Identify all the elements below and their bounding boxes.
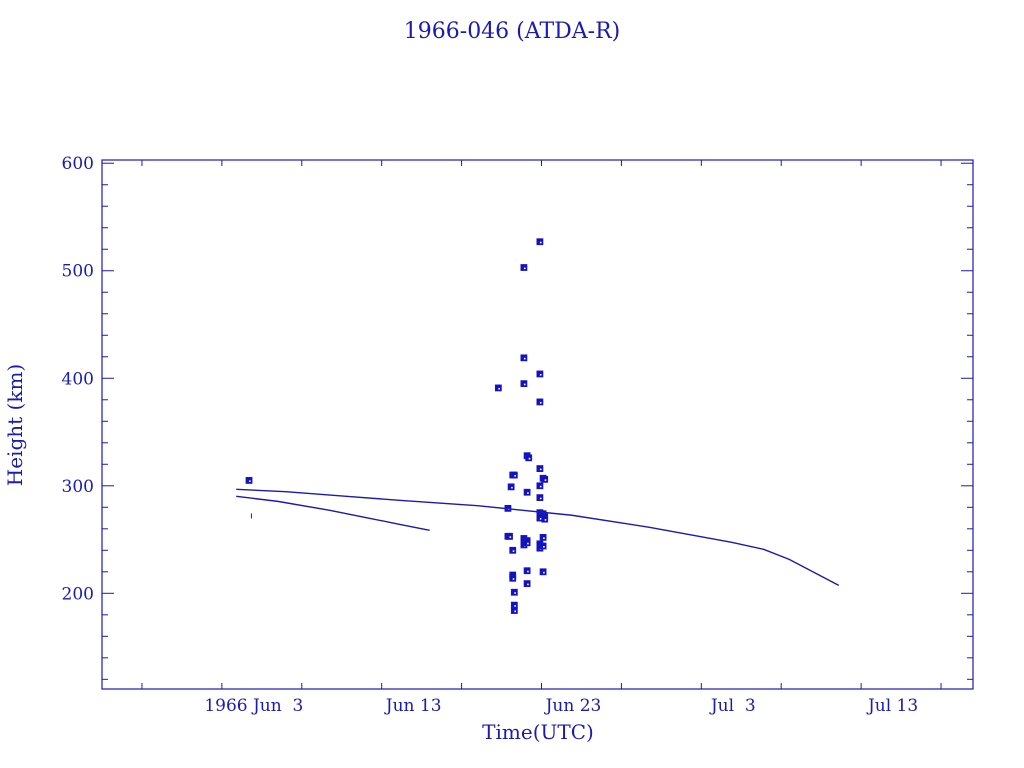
data-point-center <box>543 571 545 574</box>
data-marks <box>236 238 840 614</box>
data-point-center <box>514 610 516 613</box>
data-point-center <box>523 383 526 386</box>
data-point-center <box>539 401 542 404</box>
data-point-center <box>498 387 500 390</box>
data-point-center <box>527 570 529 573</box>
y-axis-label: Height (km) <box>3 364 27 486</box>
data-point-center <box>523 357 526 360</box>
data-point-center <box>543 537 545 539</box>
x-tick-label: Jul 3 <box>709 696 756 716</box>
data-point-center <box>539 373 542 376</box>
data-point-center <box>514 475 516 477</box>
data-point-center <box>509 536 512 538</box>
data-point-center <box>539 468 542 471</box>
x-tick-label: Jun 13 <box>384 696 442 716</box>
data-point-center <box>527 542 529 545</box>
y-tick-label: 200 <box>62 584 94 604</box>
chart-title: 1966-046 (ATDA-R) <box>404 19 620 44</box>
series-line-decay-track-1 <box>236 488 840 586</box>
data-point-center <box>539 485 542 488</box>
y-tick-label: 300 <box>62 477 94 497</box>
data-point-center <box>527 583 529 586</box>
data-point-center <box>544 519 547 521</box>
data-point-center <box>528 457 531 460</box>
x-tick-label: 1966 Jun 3 <box>204 696 303 716</box>
data-point-center <box>511 486 513 489</box>
axis-ticks: 1966 Jun 3 Jun 13 Jun 23 Jul 3 Jul 13 200 300 4… <box>62 154 973 716</box>
data-point <box>507 483 515 491</box>
x-tick-label: Jul 13 <box>866 696 918 716</box>
data-point-center <box>543 545 545 548</box>
plot-frame <box>101 159 974 690</box>
y-tick-label: 400 <box>62 369 94 389</box>
y-tick-label: 600 <box>62 154 94 174</box>
data-point-center <box>527 492 529 494</box>
data-point-center <box>249 480 251 483</box>
y-tick-label: 500 <box>62 262 94 282</box>
data-point-center <box>514 605 516 607</box>
data-point-center <box>539 241 542 244</box>
data-point-center <box>539 497 542 500</box>
data-point-center <box>523 267 526 270</box>
data-point-center <box>539 518 542 520</box>
data-point-center <box>512 550 515 552</box>
data-point-center <box>514 592 516 594</box>
data-point-center <box>544 479 547 481</box>
x-axis-label: Time(UTC) <box>482 720 594 744</box>
data-point-center <box>512 578 515 580</box>
x-tick-label: Jun 23 <box>544 696 602 716</box>
series-line-decay-track-2 <box>236 495 430 531</box>
